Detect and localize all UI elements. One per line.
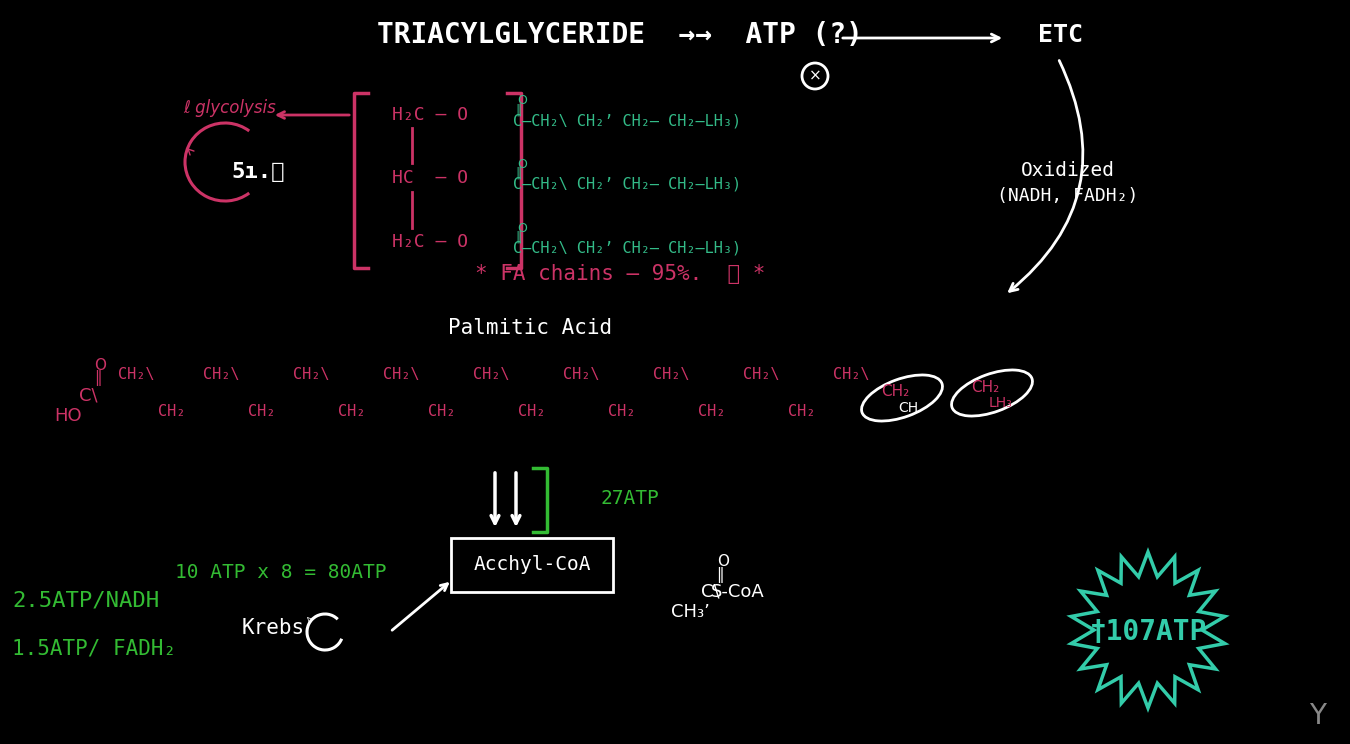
Text: CH₂\: CH₂\ [833,368,869,382]
Text: CH₂\: CH₂\ [383,368,420,382]
Text: CH₂: CH₂ [248,405,275,420]
Text: * FA chains — 95%.  ⨳ *: * FA chains — 95%. ⨳ * [475,264,765,284]
Text: CH₂: CH₂ [608,405,636,420]
Text: ‖: ‖ [717,567,724,583]
Text: CH₂\: CH₂\ [202,368,239,382]
Text: Oxidized: Oxidized [1021,161,1115,179]
Text: ETC: ETC [1038,23,1083,47]
Text: CH₂: CH₂ [158,405,185,420]
Text: ‖: ‖ [95,370,101,386]
Text: CH₂: CH₂ [338,405,366,420]
Text: 27ATP: 27ATP [599,489,659,507]
Text: CH₂\: CH₂\ [117,368,154,382]
Text: O: O [517,158,526,170]
Text: CH₂\: CH₂\ [293,368,329,382]
Text: CH₂: CH₂ [788,405,815,420]
Text: ‖: ‖ [514,103,521,117]
Text: CH₂\: CH₂\ [653,368,690,382]
Text: 10 ATP x 8 = 80ATP: 10 ATP x 8 = 80ATP [176,562,386,582]
Text: (NADH, FADH₂): (NADH, FADH₂) [998,187,1138,205]
Text: 2.5ATP/NADH: 2.5ATP/NADH [12,590,159,610]
Text: C—CH₂\ CH₂’ CH₂— CH₂—LH₃): C—CH₂\ CH₂’ CH₂— CH₂—LH₃) [513,176,741,191]
Text: HC  — O: HC — O [392,169,468,187]
Text: CH₂: CH₂ [698,405,725,420]
Text: S-CoA: S-CoA [711,583,765,601]
Text: ‖: ‖ [514,167,521,179]
Text: ℓ glycolysis: ℓ glycolysis [184,99,277,117]
Text: TRIACYLGLYCERIDE  →→  ATP (?): TRIACYLGLYCERIDE →→ ATP (?) [377,21,863,49]
Text: O: O [517,94,526,107]
Text: CH₂\: CH₂\ [472,368,509,382]
Text: Y: Y [1310,702,1327,730]
Text: CH₂: CH₂ [518,405,545,420]
FancyArrowPatch shape [1010,60,1083,292]
Text: H₂C — O: H₂C — O [392,106,468,124]
Text: CH₂: CH₂ [428,405,455,420]
Text: O: O [95,358,107,373]
Text: C\: C\ [701,583,720,601]
Text: Palmitic Acid: Palmitic Acid [448,318,612,338]
Text: HO: HO [54,407,82,425]
Text: CH₂: CH₂ [971,379,999,394]
Text: C—CH₂\ CH₂’ CH₂— CH₂—LH₃): C—CH₂\ CH₂’ CH₂— CH₂—LH₃) [513,240,741,255]
Text: Krebs: Krebs [242,618,305,638]
Text: Acchyl-CoA: Acchyl-CoA [474,556,591,574]
Text: CH₂: CH₂ [880,385,909,400]
Text: CH₃’: CH₃’ [671,603,710,621]
Text: ×: × [809,68,821,83]
Text: 5ı.⨳: 5ı.⨳ [231,162,285,182]
Text: H₂C — O: H₂C — O [392,233,468,251]
Text: O: O [517,222,526,234]
Text: 1.5ATP/ FADH₂: 1.5ATP/ FADH₂ [12,638,176,658]
Text: ‖: ‖ [514,231,521,243]
Text: CH₂\: CH₂\ [743,368,779,382]
Text: CH₂\: CH₂\ [563,368,599,382]
Text: CH: CH [898,401,918,415]
Text: C—CH₂\ CH₂’ CH₂— CH₂—LH₃): C—CH₂\ CH₂’ CH₂— CH₂—LH₃) [513,114,741,129]
Text: †107ATP: †107ATP [1089,618,1207,646]
Text: C\: C\ [78,387,97,405]
Text: LH₃: LH₃ [988,396,1012,410]
Text: O: O [717,554,729,569]
